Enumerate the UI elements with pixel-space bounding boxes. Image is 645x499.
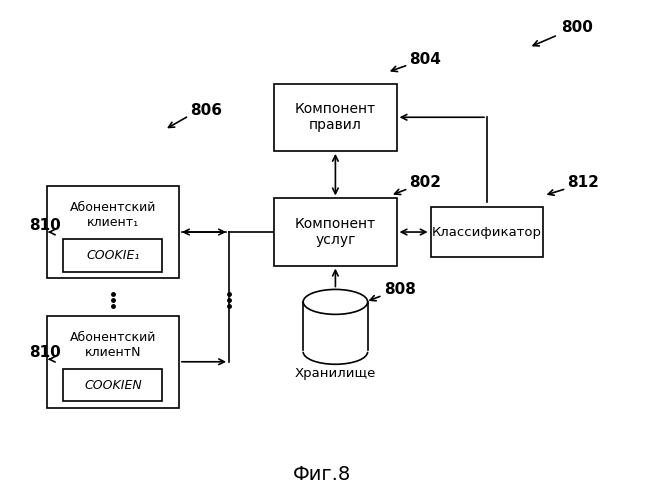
Text: COOKIEN: COOKIEN <box>84 379 142 392</box>
FancyBboxPatch shape <box>46 316 179 408</box>
Text: 810: 810 <box>29 218 61 233</box>
FancyBboxPatch shape <box>274 198 397 265</box>
Text: Компонент
правил: Компонент правил <box>295 102 376 132</box>
Text: 802: 802 <box>410 175 442 190</box>
Ellipse shape <box>303 289 368 314</box>
Text: 804: 804 <box>410 52 441 67</box>
FancyBboxPatch shape <box>303 302 368 352</box>
Text: Фиг.8: Фиг.8 <box>293 465 352 484</box>
Text: 812: 812 <box>568 175 599 190</box>
Text: Классификатор: Классификатор <box>432 226 542 239</box>
Text: COOKIE₁: COOKIE₁ <box>86 249 139 262</box>
Text: 808: 808 <box>384 282 415 297</box>
FancyBboxPatch shape <box>431 207 543 257</box>
Text: 806: 806 <box>190 103 223 118</box>
FancyBboxPatch shape <box>63 369 163 402</box>
FancyBboxPatch shape <box>46 186 179 278</box>
FancyBboxPatch shape <box>274 83 397 151</box>
Text: Абонентский
клиент₁: Абонентский клиент₁ <box>70 202 156 230</box>
Text: 810: 810 <box>29 345 61 360</box>
Text: Абонентский
клиентN: Абонентский клиентN <box>70 331 156 359</box>
FancyBboxPatch shape <box>63 240 163 272</box>
Text: Хранилище: Хранилище <box>295 367 376 380</box>
Text: 800: 800 <box>561 20 593 35</box>
Text: Компонент
услуг: Компонент услуг <box>295 217 376 247</box>
